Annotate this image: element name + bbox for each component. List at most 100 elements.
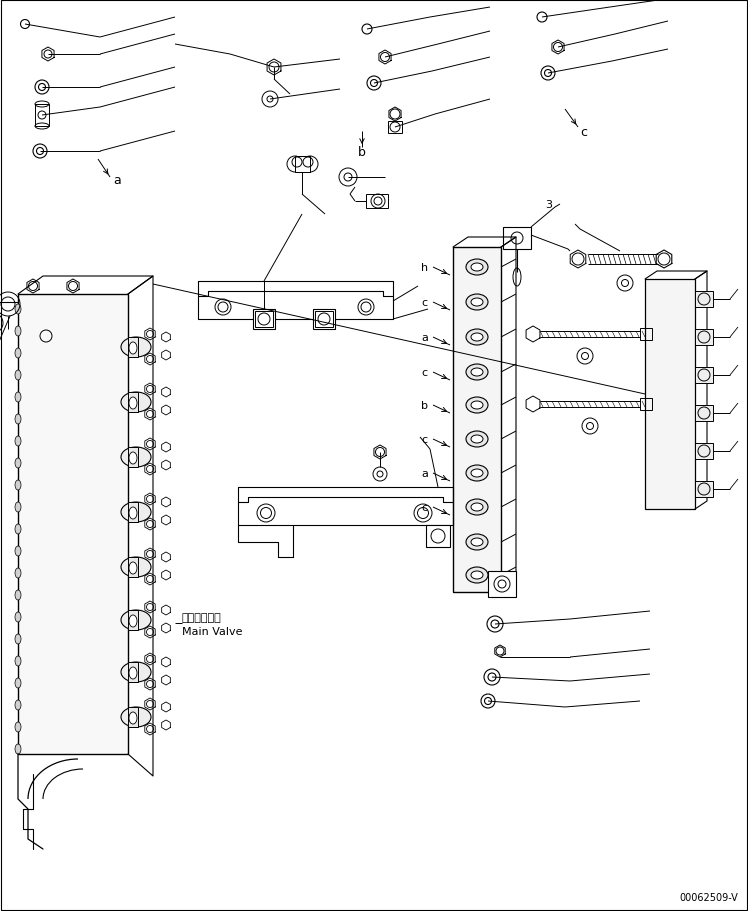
Bar [695,405,713,422]
Ellipse shape [471,504,483,511]
Ellipse shape [129,397,137,410]
Ellipse shape [15,393,21,403]
Bar [128,707,138,727]
Ellipse shape [121,707,151,727]
Text: h: h [421,262,428,272]
Bar [315,312,333,328]
Ellipse shape [15,480,21,490]
Ellipse shape [466,432,488,447]
Ellipse shape [466,466,488,482]
Bar [366,195,388,209]
Ellipse shape [471,333,483,342]
Ellipse shape [466,535,488,550]
Text: c: c [421,503,427,512]
Bar [488,571,516,598]
Text: b: b [358,147,366,159]
Ellipse shape [121,503,151,522]
Text: a: a [421,333,428,343]
Ellipse shape [15,568,21,578]
Text: Main Valve: Main Valve [182,627,242,636]
Ellipse shape [471,402,483,410]
Bar [695,368,713,384]
Ellipse shape [15,525,21,535]
Ellipse shape [121,610,151,630]
Ellipse shape [471,299,483,307]
Bar [695,330,713,345]
Bar [128,393,138,413]
Bar [128,338,138,358]
Bar [695,482,713,497]
Text: 00062509-V: 00062509-V [679,892,738,902]
Bar [128,558,138,578]
Ellipse shape [466,397,488,414]
Ellipse shape [129,667,137,680]
Text: 3: 3 [545,200,552,210]
Ellipse shape [466,260,488,276]
Ellipse shape [471,469,483,477]
Ellipse shape [15,349,21,359]
Ellipse shape [15,612,21,622]
Ellipse shape [15,436,21,446]
Ellipse shape [121,393,151,413]
Ellipse shape [129,343,137,354]
Ellipse shape [15,679,21,688]
Ellipse shape [471,369,483,376]
Ellipse shape [471,571,483,579]
Ellipse shape [15,634,21,644]
Bar [128,662,138,682]
Bar [18,294,128,754]
Bar [503,228,531,250]
Ellipse shape [466,499,488,516]
Text: a: a [113,174,120,188]
Bar [695,444,713,459]
Ellipse shape [15,415,21,425]
Bar [388,122,402,134]
Ellipse shape [129,507,137,519]
Ellipse shape [121,558,151,578]
Bar [128,447,138,467]
Bar [255,312,273,328]
Ellipse shape [15,458,21,468]
Text: a: a [421,468,428,478]
Ellipse shape [15,371,21,381]
Ellipse shape [121,338,151,358]
Ellipse shape [466,330,488,345]
Bar [640,329,652,341]
Ellipse shape [15,701,21,711]
Ellipse shape [15,547,21,557]
Bar [426,526,450,548]
Ellipse shape [129,453,137,465]
Ellipse shape [471,538,483,547]
Text: c: c [421,298,427,308]
Ellipse shape [121,662,151,682]
Ellipse shape [129,712,137,724]
Ellipse shape [15,503,21,512]
Text: メインバルブ: メインバルブ [182,612,221,622]
Ellipse shape [129,615,137,628]
Ellipse shape [471,435,483,444]
Ellipse shape [471,263,483,271]
Ellipse shape [15,656,21,666]
Text: c: c [421,368,427,377]
Bar [35,105,49,127]
Ellipse shape [129,562,137,574]
Ellipse shape [15,590,21,600]
Ellipse shape [466,568,488,583]
Bar [253,310,275,330]
Circle shape [0,313,3,333]
Ellipse shape [466,364,488,381]
Bar [295,157,310,173]
Ellipse shape [466,294,488,311]
Ellipse shape [121,447,151,467]
Bar [645,280,695,509]
Bar [128,503,138,522]
Ellipse shape [15,304,21,314]
Text: c: c [421,435,427,445]
Text: c: c [580,126,587,138]
Bar [313,310,335,330]
Text: b: b [421,401,428,411]
Bar [695,292,713,308]
Bar [453,248,501,592]
Ellipse shape [15,744,21,754]
Ellipse shape [15,722,21,732]
